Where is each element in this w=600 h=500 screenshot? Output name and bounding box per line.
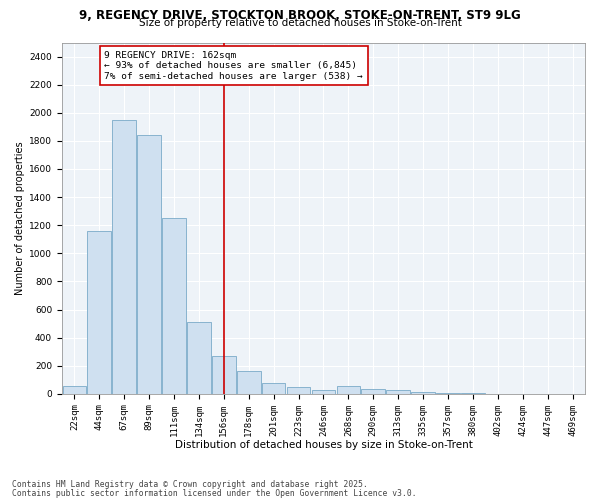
Bar <box>212 356 236 394</box>
Text: Contains HM Land Registry data © Crown copyright and database right 2025.: Contains HM Land Registry data © Crown c… <box>12 480 368 489</box>
Bar <box>287 387 310 394</box>
Bar <box>386 390 410 394</box>
Text: Size of property relative to detached houses in Stoke-on-Trent: Size of property relative to detached ho… <box>139 18 461 28</box>
Y-axis label: Number of detached properties: Number of detached properties <box>15 142 25 295</box>
Bar <box>237 370 260 394</box>
Bar <box>361 389 385 394</box>
Bar <box>137 136 161 394</box>
Bar <box>411 392 435 394</box>
Bar <box>187 322 211 394</box>
Bar <box>88 231 111 394</box>
Bar <box>112 120 136 394</box>
Bar <box>461 393 485 394</box>
Text: 9, REGENCY DRIVE, STOCKTON BROOK, STOKE-ON-TRENT, ST9 9LG: 9, REGENCY DRIVE, STOCKTON BROOK, STOKE-… <box>79 9 521 22</box>
X-axis label: Distribution of detached houses by size in Stoke-on-Trent: Distribution of detached houses by size … <box>175 440 472 450</box>
Bar <box>337 386 360 394</box>
Bar <box>311 390 335 394</box>
Text: Contains public sector information licensed under the Open Government Licence v3: Contains public sector information licen… <box>12 488 416 498</box>
Bar <box>262 382 286 394</box>
Bar <box>62 386 86 394</box>
Bar <box>436 393 460 394</box>
Bar <box>162 218 186 394</box>
Text: 9 REGENCY DRIVE: 162sqm
← 93% of detached houses are smaller (6,845)
7% of semi-: 9 REGENCY DRIVE: 162sqm ← 93% of detache… <box>104 51 363 80</box>
